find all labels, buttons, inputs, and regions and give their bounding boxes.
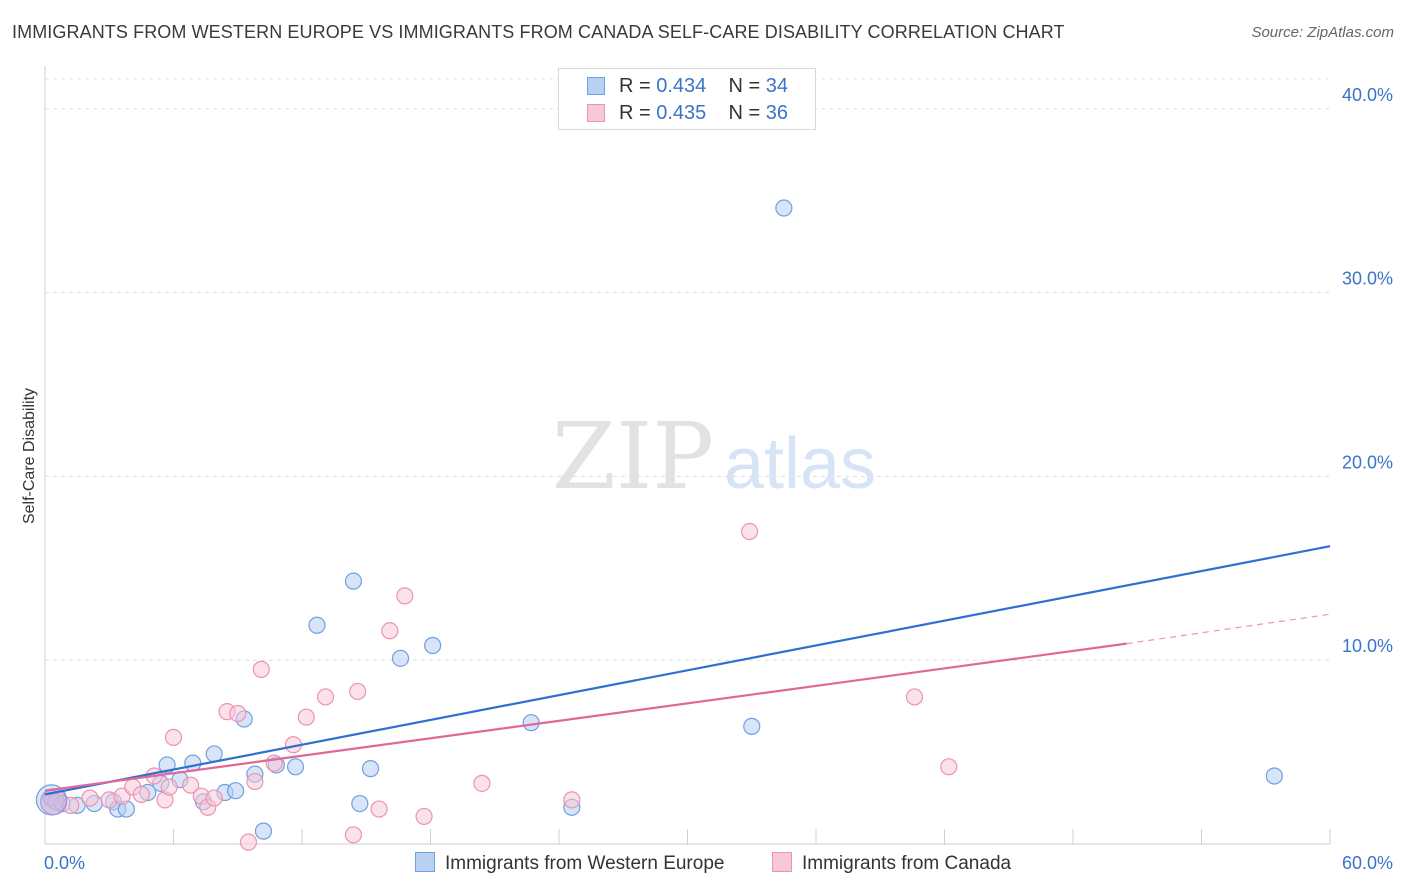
point-canada (905, 688, 924, 706)
point-western-europe (424, 636, 442, 655)
point-canada (205, 789, 223, 807)
trend-line-western-europe (44, 545, 1331, 796)
legend-r-label: R = (619, 102, 657, 124)
correlation-legend: R = 0.434 N = 34 R = 0.435 N = 36 (558, 68, 816, 130)
series-label: Immigrants from Canada (802, 853, 1012, 874)
point-canada (344, 826, 362, 844)
point-canada (370, 800, 388, 818)
point-western-europe (391, 649, 410, 667)
point-canada (239, 833, 258, 851)
point-canada (381, 622, 399, 640)
trend-lines (44, 545, 1331, 796)
trend-line-canada (44, 642, 1127, 792)
legend-swatch-blue (587, 77, 605, 95)
x-tick-label: 0.0% (44, 853, 85, 873)
legend-n-value: 34 (765, 75, 789, 97)
data-points (35, 199, 1283, 851)
axes (44, 66, 1331, 845)
point-canada (415, 807, 433, 826)
y-tick-label: 10.0% (1342, 636, 1393, 656)
point-canada (164, 728, 183, 746)
legend-r-value: 0.435 (656, 102, 707, 124)
point-canada (132, 785, 150, 803)
point-canada (246, 772, 264, 791)
legend-n-value: 36 (765, 102, 789, 124)
point-western-europe (1265, 767, 1283, 785)
legend-swatch-pink (587, 104, 605, 122)
point-western-europe (286, 758, 305, 776)
y-tick-label: 20.0% (1342, 452, 1393, 472)
chart-title: IMMIGRANTS FROM WESTERN EUROPE VS IMMIGR… (12, 22, 1065, 42)
point-western-europe (361, 760, 380, 778)
point-canada (229, 704, 247, 723)
legend-n-label: N = (728, 102, 766, 124)
point-canada (252, 660, 270, 678)
series-legend-western-europe: Immigrants from Western Europe (415, 852, 724, 875)
point-western-europe (184, 754, 202, 772)
point-canada (473, 774, 491, 792)
point-canada (265, 754, 283, 772)
point-canada (182, 776, 200, 794)
point-western-europe (254, 822, 273, 840)
y-axis-label: Self-Care Disability (21, 387, 38, 525)
watermark-zip: ZIP (552, 403, 714, 510)
series-swatch-blue (415, 852, 435, 872)
series-label: Immigrants from Western Europe (445, 853, 725, 874)
grid-lines (45, 78, 1330, 661)
point-western-europe (522, 714, 540, 732)
watermark: ZIP atlas (552, 403, 876, 510)
point-canada (563, 791, 581, 809)
y-tick-label: 40.0% (1342, 85, 1393, 105)
point-western-europe (743, 717, 761, 735)
series-legend-canada: Immigrants from Canada (772, 852, 1011, 875)
point-western-europe (344, 572, 362, 590)
x-tick-label: 60.0% (1342, 853, 1393, 873)
point-western-europe (351, 794, 369, 813)
point-canada (81, 789, 99, 807)
y-tick-label: 30.0% (1342, 269, 1393, 289)
series-swatch-pink (772, 852, 792, 872)
tick-labels: 10.0% 20.0% 30.0% 40.0% 0.0% 60.0% (44, 85, 1393, 873)
point-western-europe (227, 782, 245, 800)
point-canada (160, 778, 178, 796)
point-western-europe (308, 616, 326, 634)
source-credit: Source: ZipAtlas.com (1251, 24, 1394, 41)
point-western-europe (775, 199, 793, 217)
trend-line-canada-extension (1126, 613, 1331, 645)
watermark-atlas: atlas (724, 424, 876, 504)
legend-r-label: R = (619, 75, 657, 97)
point-canada (349, 682, 367, 701)
legend-n-label: N = (728, 75, 766, 97)
point-canada (396, 587, 414, 605)
point-canada (940, 758, 958, 776)
point-canada (316, 688, 335, 706)
legend-r-value: 0.434 (656, 75, 707, 97)
point-canada (741, 522, 759, 541)
point-canada (297, 708, 315, 726)
